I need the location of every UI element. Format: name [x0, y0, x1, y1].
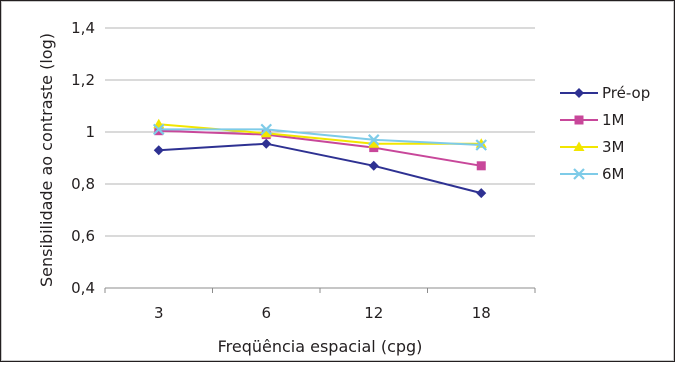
y-tick-label: 0,8	[71, 175, 95, 193]
data-point	[260, 127, 272, 138]
grid-lines	[105, 27, 535, 237]
data-point	[368, 138, 380, 148]
x-axis-title: Freqüência espacial (cpg)	[218, 337, 423, 356]
series-6m	[152, 123, 488, 151]
series-line	[158, 129, 482, 167]
legend-label: 3M	[602, 138, 625, 156]
legend-label: Pré-op	[602, 84, 650, 102]
legend-marker	[574, 88, 584, 98]
y-axis-title: Sensibilidade ao contraste (log)	[37, 33, 56, 287]
data-point	[476, 161, 486, 171]
legend: Pré-op 1M 3M 6M	[560, 84, 650, 183]
data-point	[368, 160, 379, 171]
legend-marker	[573, 141, 585, 151]
series-group	[152, 118, 488, 199]
legend-marker	[573, 168, 585, 180]
data-point	[476, 188, 487, 199]
data-point	[260, 123, 273, 136]
legend-label: 6M	[602, 165, 625, 183]
y-tick-label: 0,4	[71, 279, 95, 297]
legend-item: 6M	[560, 165, 625, 183]
x-tick-label: 12	[364, 304, 383, 322]
y-tick-label: 0,6	[71, 227, 95, 245]
legend-item: 3M	[560, 138, 625, 156]
data-point	[261, 138, 272, 149]
y-tick-label: 1,2	[71, 71, 95, 89]
series-line	[158, 128, 482, 146]
legend-label: 1M	[602, 111, 625, 129]
x-tick-label: 6	[261, 304, 271, 322]
y-tick-label: 1,4	[71, 19, 95, 37]
series-pr-op	[153, 138, 487, 199]
x-tick-label: 18	[472, 304, 491, 322]
legend-marker	[574, 115, 584, 125]
series-line	[158, 142, 482, 195]
x-axis-ticks: 3 6 12 18	[104, 288, 536, 322]
chart-inner-border	[1, 1, 674, 361]
data-point	[152, 123, 165, 136]
data-point	[153, 145, 164, 156]
y-tick-label: 1	[85, 123, 95, 141]
y-axis-ticks: 0,4 0,6 0,8 1 1,2 1,4	[71, 19, 95, 297]
data-point	[367, 134, 380, 146]
data-point	[475, 139, 488, 151]
legend-item: Pré-op	[560, 84, 650, 102]
legend-item: 1M	[560, 111, 625, 129]
x-tick-label: 3	[154, 304, 164, 322]
